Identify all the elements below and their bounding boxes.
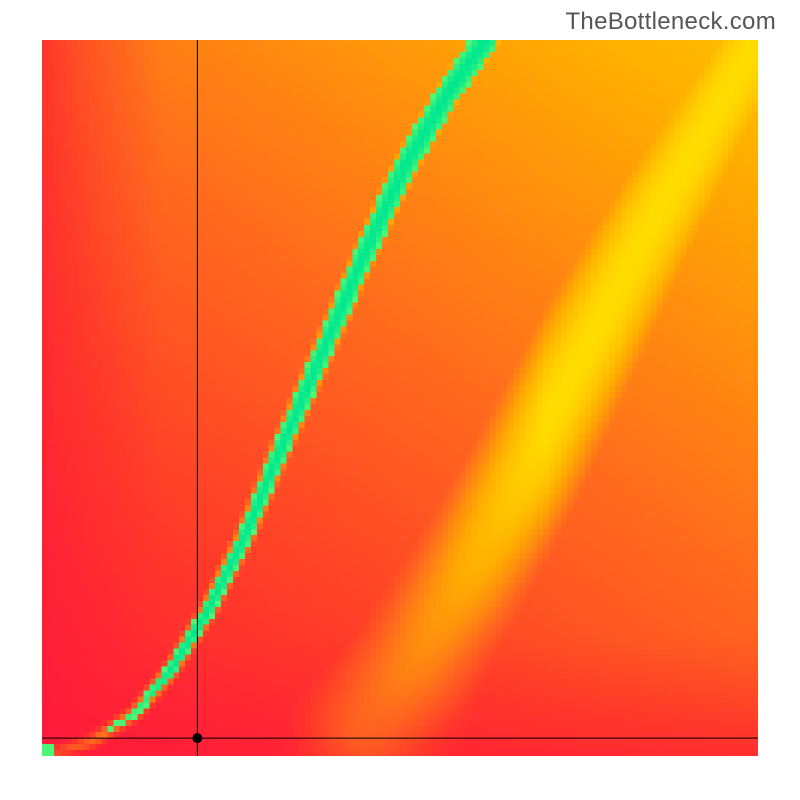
watermark-text: TheBottleneck.com [565,8,776,36]
heatmap-chart [42,40,758,756]
heatmap-canvas [42,40,758,756]
